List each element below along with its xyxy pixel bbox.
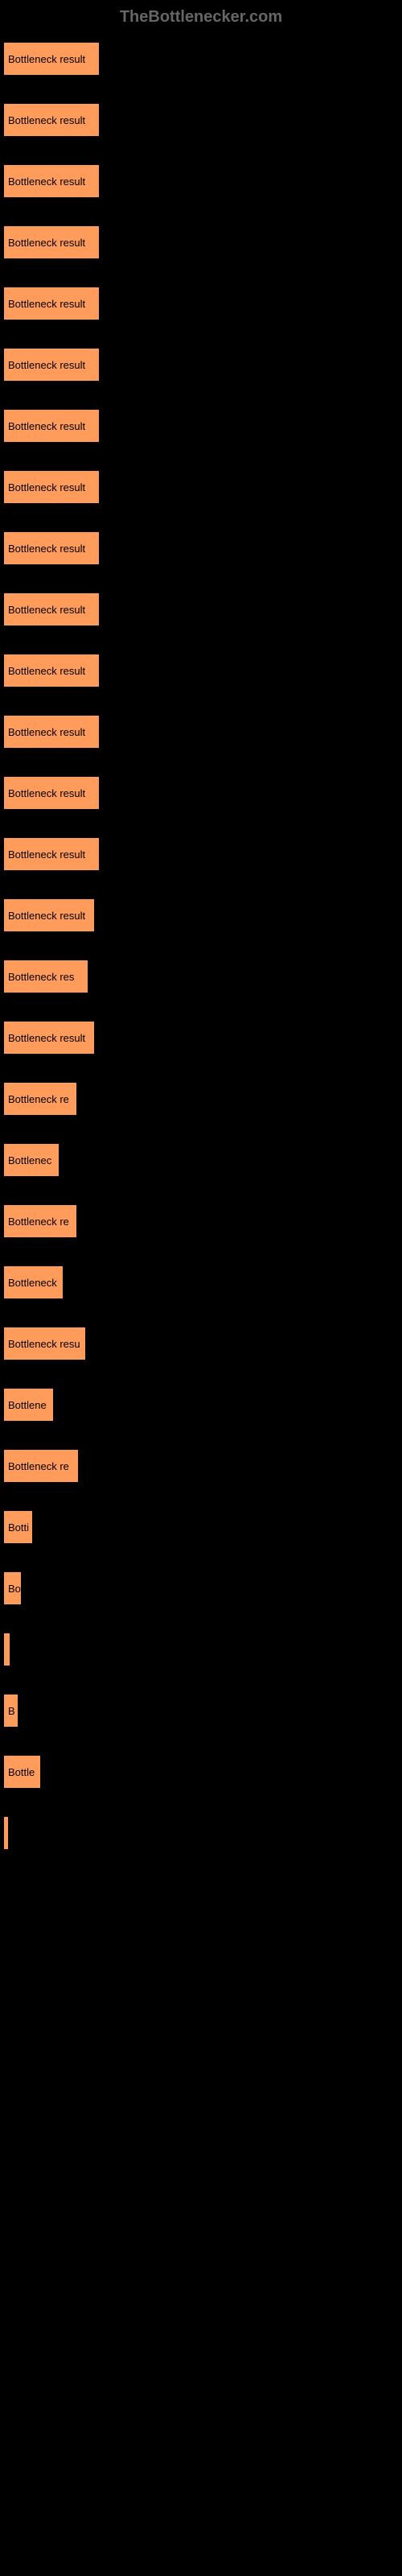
bar-label: Bottleneck re (5, 1093, 69, 1105)
bar: Bottleneck result (4, 349, 99, 381)
bar-row: Bottleneck result (4, 777, 398, 809)
bar: B (4, 1695, 18, 1727)
bar: Bottleneck result (4, 43, 99, 75)
bar-label: Bottleneck result (5, 481, 85, 493)
bar-row: Bottleneck result (4, 165, 398, 197)
bar: Bottleneck res (4, 960, 88, 993)
bar: Bottleneck result (4, 838, 99, 870)
bar-row: Bottleneck result (4, 410, 398, 442)
bar: Bottleneck re (4, 1205, 76, 1237)
bar-row: Bottleneck result (4, 287, 398, 320)
bar-chart: Bottleneck result Bottleneck result Bottle… (0, 43, 402, 1849)
bar-row: Bottleneck result (4, 226, 398, 258)
bar-label: Bottlene (5, 1399, 47, 1411)
bar: Bottlene (4, 1389, 53, 1421)
bar-label: Bottleneck result (5, 298, 85, 310)
bar: Botti (4, 1511, 32, 1543)
bar-label: Bottleneck result (5, 114, 85, 126)
bar-row: Bottleneck re (4, 1450, 398, 1482)
bar-label: Bottleneck result (5, 53, 85, 65)
bar-label: Bottleneck res (5, 971, 74, 983)
bar-row: Bottleneck res (4, 960, 398, 993)
bar-label: Bottleneck result (5, 543, 85, 555)
bar-row: Bo (4, 1572, 398, 1604)
bar-row (4, 1817, 398, 1849)
bar-row: Bottleneck result (4, 532, 398, 564)
bar: Bottleneck result (4, 1022, 94, 1054)
bar: Bottleneck re (4, 1083, 76, 1115)
bar-label: Bottleneck result (5, 665, 85, 677)
bar-label: Bo (5, 1583, 21, 1595)
bar-row: B (4, 1695, 398, 1727)
bar: Bottle (4, 1756, 40, 1788)
bar-label: Bottleneck resu (5, 1338, 80, 1350)
bar (4, 1633, 10, 1666)
bar-row: Bottleneck result (4, 1022, 398, 1054)
bar-label: Bottleneck result (5, 726, 85, 738)
bar: Bottleneck resu (4, 1327, 85, 1360)
bar-row: Bottleneck re (4, 1205, 398, 1237)
bar: Bo (4, 1572, 21, 1604)
bar-label: Bottleneck result (5, 1032, 85, 1044)
bar-row: Bottleneck result (4, 471, 398, 503)
bar: Bottleneck result (4, 226, 99, 258)
bar: Bottleneck re (4, 1450, 78, 1482)
bar: Bottleneck (4, 1266, 63, 1298)
bar: Bottleneck result (4, 777, 99, 809)
bar-row: Bottleneck result (4, 43, 398, 75)
bar-row: Bottleneck result (4, 838, 398, 870)
bar-row: Bottleneck result (4, 104, 398, 136)
bar: Bottlenec (4, 1144, 59, 1176)
bar-row: Bottleneck resu (4, 1327, 398, 1360)
bar-row: Botti (4, 1511, 398, 1543)
bar: Bottleneck result (4, 532, 99, 564)
bar: Bottleneck result (4, 287, 99, 320)
bar-label: Bottleneck result (5, 604, 85, 616)
bar-label: Bottleneck (5, 1277, 57, 1289)
bar-label: Bottleneck result (5, 848, 85, 861)
bar-label: Botti (5, 1521, 29, 1534)
bar: Bottleneck result (4, 471, 99, 503)
bar-label: Bottle (5, 1766, 35, 1778)
bar-row: Bottleneck result (4, 349, 398, 381)
bar-row: Bottleneck result (4, 899, 398, 931)
bar: Bottleneck result (4, 593, 99, 625)
page-title: TheBottlenecker.com (120, 8, 282, 26)
bar: Bottleneck result (4, 410, 99, 442)
bar-label: B (5, 1705, 15, 1717)
bar-label: Bottlenec (5, 1154, 51, 1166)
bar-row: Bottle (4, 1756, 398, 1788)
bar-row: Bottlene (4, 1389, 398, 1421)
bar-label: Bottleneck result (5, 420, 85, 432)
bar-label: Bottleneck result (5, 359, 85, 371)
bar: Bottleneck result (4, 165, 99, 197)
bar-row: Bottleneck re (4, 1083, 398, 1115)
bar-label: Bottleneck result (5, 175, 85, 188)
bar-row: Bottleneck result (4, 716, 398, 748)
bar (4, 1817, 8, 1849)
bar-label: Bottleneck re (5, 1216, 69, 1228)
bar-row: Bottleneck result (4, 654, 398, 687)
bar-label: Bottleneck re (5, 1460, 69, 1472)
bar-label: Bottleneck result (5, 910, 85, 922)
bar-row: Bottlenec (4, 1144, 398, 1176)
bar-row: Bottleneck (4, 1266, 398, 1298)
bar-label: Bottleneck result (5, 787, 85, 799)
bar: Bottleneck result (4, 899, 94, 931)
bar-label: Bottleneck result (5, 237, 85, 249)
bar: Bottleneck result (4, 716, 99, 748)
bar: Bottleneck result (4, 654, 99, 687)
bar-row: Bottleneck result (4, 593, 398, 625)
bar-row (4, 1633, 398, 1666)
bar: Bottleneck result (4, 104, 99, 136)
